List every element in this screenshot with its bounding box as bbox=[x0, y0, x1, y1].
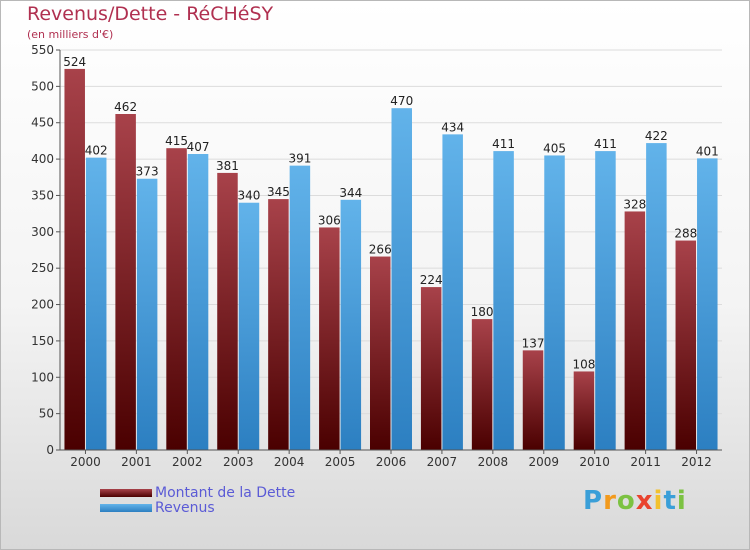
data-label-revenus: 407 bbox=[187, 140, 210, 154]
data-label-revenus: 402 bbox=[85, 144, 108, 158]
x-tick-label: 2009 bbox=[528, 455, 559, 469]
x-tick-label: 2001 bbox=[121, 455, 152, 469]
y-tick-label: 300 bbox=[31, 225, 54, 239]
y-tick-label: 450 bbox=[31, 116, 54, 130]
legend-label-dette: Montant de la Dette bbox=[155, 485, 296, 501]
bar-dette bbox=[522, 350, 544, 450]
data-label-dette: 462 bbox=[114, 100, 137, 114]
y-tick-label: 250 bbox=[31, 261, 54, 275]
data-label-dette: 137 bbox=[522, 336, 545, 350]
data-label-dette: 328 bbox=[623, 197, 646, 211]
x-tick-label: 2012 bbox=[681, 455, 712, 469]
bar-revenus bbox=[544, 155, 565, 451]
bar-dette bbox=[471, 319, 493, 450]
data-label-revenus: 470 bbox=[390, 94, 413, 108]
y-tick-label: 500 bbox=[31, 79, 54, 93]
legend-swatch-revenus bbox=[100, 504, 152, 512]
data-label-revenus: 422 bbox=[645, 129, 668, 143]
logo-letter: i bbox=[653, 486, 664, 516]
data-label-revenus: 401 bbox=[696, 144, 719, 158]
y-tick-label: 200 bbox=[31, 298, 54, 312]
bar-revenus bbox=[136, 178, 158, 450]
data-label-revenus: 411 bbox=[492, 137, 515, 151]
bar-dette bbox=[166, 148, 187, 450]
data-label-dette: 266 bbox=[369, 243, 392, 257]
axes: 0 50 100 150 200 250 300 350 400 450 500 550 2000 200… bbox=[31, 43, 722, 469]
y-tick-label: 0 bbox=[46, 443, 54, 457]
data-label-revenus: 411 bbox=[594, 137, 617, 151]
data-label-dette: 381 bbox=[216, 159, 239, 173]
y-tick-label: 550 bbox=[31, 43, 54, 57]
bar-revenus bbox=[391, 108, 412, 450]
logo-letter: r bbox=[603, 486, 617, 516]
data-label-revenus: 391 bbox=[288, 152, 311, 166]
data-label-revenus: 434 bbox=[441, 120, 464, 134]
chart-title: Revenus/Dette - RéCHéSY bbox=[27, 3, 274, 25]
proxiti-logo: Proxiti bbox=[583, 486, 687, 516]
bar-dette bbox=[217, 172, 238, 450]
bar-revenus bbox=[595, 151, 616, 450]
bar-dette bbox=[319, 227, 340, 450]
data-label-revenus: 344 bbox=[339, 186, 362, 200]
bar-revenus bbox=[187, 154, 209, 450]
bar-revenus bbox=[238, 202, 260, 450]
x-tick-label: 2000 bbox=[70, 455, 101, 469]
legend-label-revenus: Revenus bbox=[155, 500, 215, 516]
bar-revenus bbox=[493, 151, 514, 450]
data-label-revenus: 340 bbox=[238, 189, 261, 203]
y-tick-label: 50 bbox=[39, 407, 54, 421]
chart-subtitle: (en milliers d'€) bbox=[27, 28, 114, 41]
logo-letter: t bbox=[663, 486, 677, 516]
bar-revenus bbox=[340, 199, 362, 450]
bars bbox=[64, 68, 718, 451]
x-tick-label: 2002 bbox=[172, 455, 203, 469]
data-label-dette: 224 bbox=[420, 273, 443, 287]
bar-dette bbox=[115, 114, 136, 450]
logo-letter: x bbox=[635, 486, 654, 516]
x-tick-label: 2011 bbox=[630, 455, 661, 469]
data-label-dette: 415 bbox=[165, 134, 188, 148]
data-label-dette: 345 bbox=[267, 185, 290, 199]
data-label-revenus: 373 bbox=[136, 165, 159, 179]
logo-letter: P bbox=[583, 486, 604, 516]
data-label-dette: 306 bbox=[318, 213, 341, 227]
x-tick-label: 2007 bbox=[427, 455, 458, 469]
logo-letter: i bbox=[676, 486, 687, 516]
bar-dette bbox=[675, 240, 697, 450]
y-tick-label: 100 bbox=[31, 370, 54, 384]
x-tick-label: 2008 bbox=[478, 455, 509, 469]
bar-revenus bbox=[442, 134, 463, 450]
y-tick-label: 350 bbox=[31, 188, 54, 202]
bar-dette bbox=[370, 256, 391, 450]
data-label-dette: 288 bbox=[674, 227, 697, 241]
bar-revenus bbox=[85, 157, 107, 451]
bar-revenus bbox=[697, 158, 718, 450]
x-tick-label: 2010 bbox=[579, 455, 610, 469]
legend-swatch-dette bbox=[100, 489, 152, 497]
bar-dette bbox=[573, 371, 595, 450]
y-tick-label: 150 bbox=[31, 334, 54, 348]
x-tick-label: 2004 bbox=[274, 455, 305, 469]
bar-revenus bbox=[646, 143, 667, 450]
logo-letter: o bbox=[616, 486, 636, 516]
bar-dette bbox=[268, 199, 289, 450]
x-tick-label: 2005 bbox=[325, 455, 356, 469]
bar-revenus bbox=[289, 165, 311, 451]
x-tick-label: 2003 bbox=[223, 455, 254, 469]
x-tick-label: 2006 bbox=[376, 455, 407, 469]
data-label-dette: 108 bbox=[572, 357, 595, 371]
y-tick-label: 400 bbox=[31, 152, 54, 166]
bar-dette bbox=[64, 68, 85, 450]
data-label-dette: 180 bbox=[471, 305, 494, 319]
bar-dette bbox=[624, 211, 646, 450]
data-label-dette: 524 bbox=[63, 55, 86, 69]
bar-dette bbox=[420, 287, 442, 450]
data-label-revenus: 405 bbox=[543, 141, 566, 155]
